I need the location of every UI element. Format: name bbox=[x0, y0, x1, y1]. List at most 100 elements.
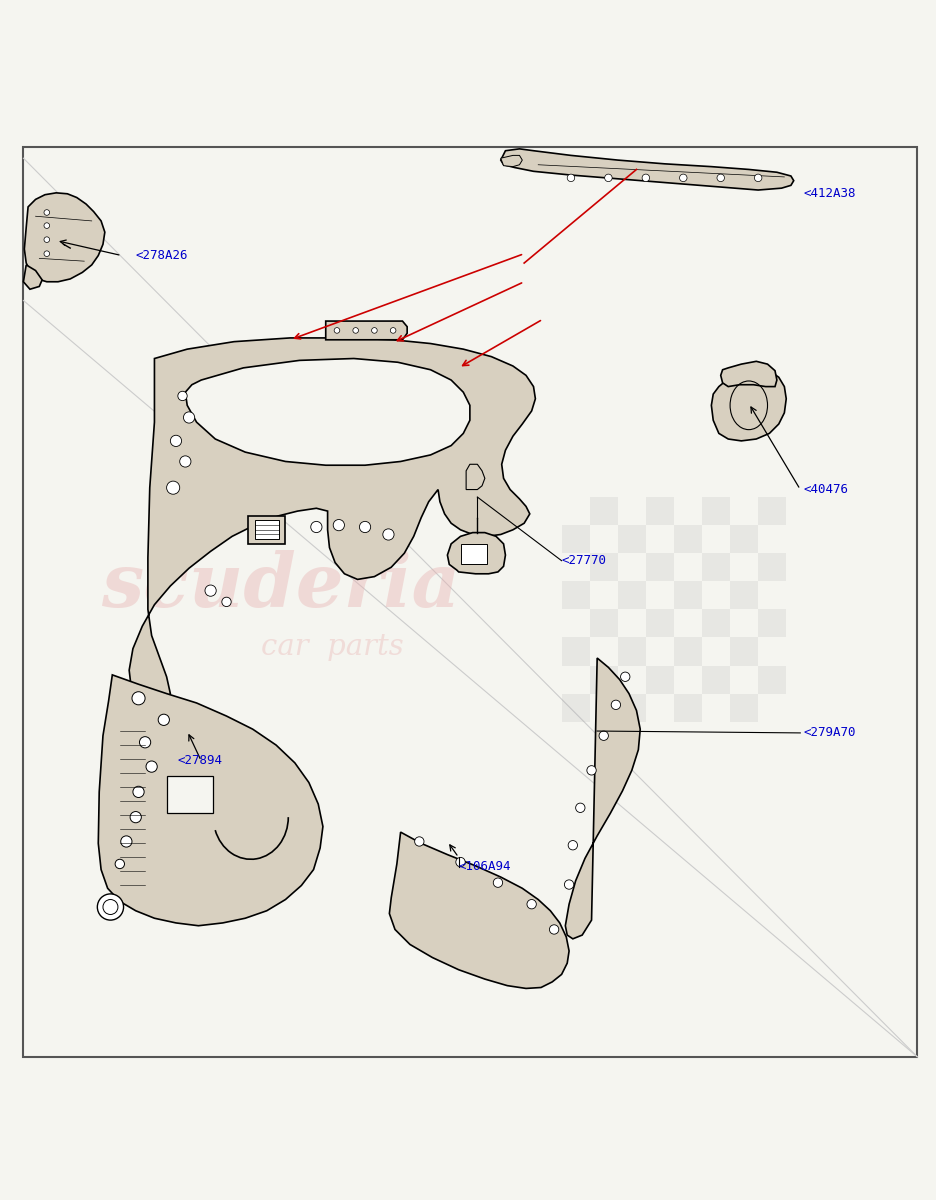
Circle shape bbox=[44, 210, 50, 215]
Bar bbox=[562, 637, 590, 666]
Text: car  parts: car parts bbox=[261, 632, 403, 661]
Circle shape bbox=[564, 880, 574, 889]
Circle shape bbox=[642, 174, 650, 181]
Circle shape bbox=[222, 598, 231, 606]
Circle shape bbox=[44, 251, 50, 257]
Circle shape bbox=[493, 878, 503, 887]
Bar bbox=[730, 581, 758, 610]
Circle shape bbox=[415, 836, 424, 846]
Bar bbox=[702, 553, 730, 581]
Circle shape bbox=[549, 925, 559, 934]
Text: <412A38: <412A38 bbox=[803, 187, 856, 200]
Bar bbox=[674, 637, 702, 666]
Polygon shape bbox=[326, 322, 407, 340]
Bar bbox=[618, 694, 646, 721]
Circle shape bbox=[178, 391, 187, 401]
Circle shape bbox=[158, 714, 169, 726]
Bar bbox=[562, 526, 590, 553]
Text: <27894: <27894 bbox=[178, 755, 223, 768]
Bar bbox=[646, 553, 674, 581]
Bar bbox=[674, 694, 702, 721]
Circle shape bbox=[353, 328, 358, 334]
Text: <40476: <40476 bbox=[803, 484, 848, 496]
Polygon shape bbox=[389, 832, 569, 989]
Bar bbox=[758, 666, 786, 694]
Bar bbox=[590, 666, 618, 694]
Circle shape bbox=[167, 481, 180, 494]
Circle shape bbox=[170, 436, 182, 446]
Circle shape bbox=[121, 836, 132, 847]
Polygon shape bbox=[255, 521, 279, 539]
Bar bbox=[618, 581, 646, 610]
Circle shape bbox=[180, 456, 191, 467]
Text: <106A94: <106A94 bbox=[459, 860, 511, 874]
Circle shape bbox=[527, 900, 536, 908]
Polygon shape bbox=[248, 516, 285, 544]
Circle shape bbox=[333, 520, 344, 530]
Circle shape bbox=[568, 840, 578, 850]
Circle shape bbox=[383, 529, 394, 540]
Circle shape bbox=[567, 174, 575, 181]
Bar bbox=[562, 694, 590, 721]
Text: <279A70: <279A70 bbox=[803, 726, 856, 739]
Polygon shape bbox=[711, 368, 786, 440]
Bar bbox=[674, 526, 702, 553]
Bar bbox=[590, 497, 618, 526]
Bar bbox=[702, 497, 730, 526]
Polygon shape bbox=[466, 464, 485, 490]
Polygon shape bbox=[185, 359, 470, 466]
Circle shape bbox=[611, 700, 621, 709]
Polygon shape bbox=[98, 674, 323, 925]
Circle shape bbox=[576, 803, 585, 812]
Circle shape bbox=[132, 691, 145, 704]
Polygon shape bbox=[129, 338, 535, 703]
Circle shape bbox=[605, 174, 612, 181]
Circle shape bbox=[183, 412, 195, 424]
Circle shape bbox=[115, 859, 124, 869]
Circle shape bbox=[599, 731, 608, 740]
Circle shape bbox=[680, 174, 687, 181]
Polygon shape bbox=[167, 776, 213, 814]
Bar bbox=[590, 553, 618, 581]
Polygon shape bbox=[461, 544, 487, 564]
Bar bbox=[730, 637, 758, 666]
Circle shape bbox=[205, 586, 216, 596]
Circle shape bbox=[44, 223, 50, 228]
Bar bbox=[758, 610, 786, 637]
Bar bbox=[646, 610, 674, 637]
Polygon shape bbox=[501, 156, 522, 167]
Bar bbox=[758, 497, 786, 526]
Circle shape bbox=[139, 737, 151, 748]
Bar bbox=[618, 526, 646, 553]
Bar bbox=[702, 610, 730, 637]
Circle shape bbox=[390, 328, 396, 334]
Circle shape bbox=[717, 174, 724, 181]
Circle shape bbox=[133, 786, 144, 798]
Circle shape bbox=[372, 328, 377, 334]
Bar bbox=[646, 497, 674, 526]
Bar bbox=[730, 694, 758, 721]
Text: <27770: <27770 bbox=[562, 554, 607, 568]
Circle shape bbox=[130, 811, 141, 823]
Bar bbox=[562, 581, 590, 610]
Circle shape bbox=[359, 521, 371, 533]
Circle shape bbox=[103, 900, 118, 914]
Bar bbox=[590, 610, 618, 637]
Circle shape bbox=[754, 174, 762, 181]
Polygon shape bbox=[447, 533, 505, 574]
Bar bbox=[758, 553, 786, 581]
Text: scuderia: scuderia bbox=[101, 550, 461, 623]
Polygon shape bbox=[721, 361, 777, 386]
Circle shape bbox=[334, 328, 340, 334]
Bar bbox=[702, 666, 730, 694]
Circle shape bbox=[44, 236, 50, 242]
Circle shape bbox=[621, 672, 630, 682]
Bar bbox=[618, 637, 646, 666]
Polygon shape bbox=[24, 193, 105, 282]
Circle shape bbox=[97, 894, 124, 920]
Text: <278A26: <278A26 bbox=[136, 250, 188, 262]
Circle shape bbox=[587, 766, 596, 775]
Bar bbox=[646, 666, 674, 694]
Circle shape bbox=[456, 857, 465, 866]
Bar bbox=[730, 526, 758, 553]
